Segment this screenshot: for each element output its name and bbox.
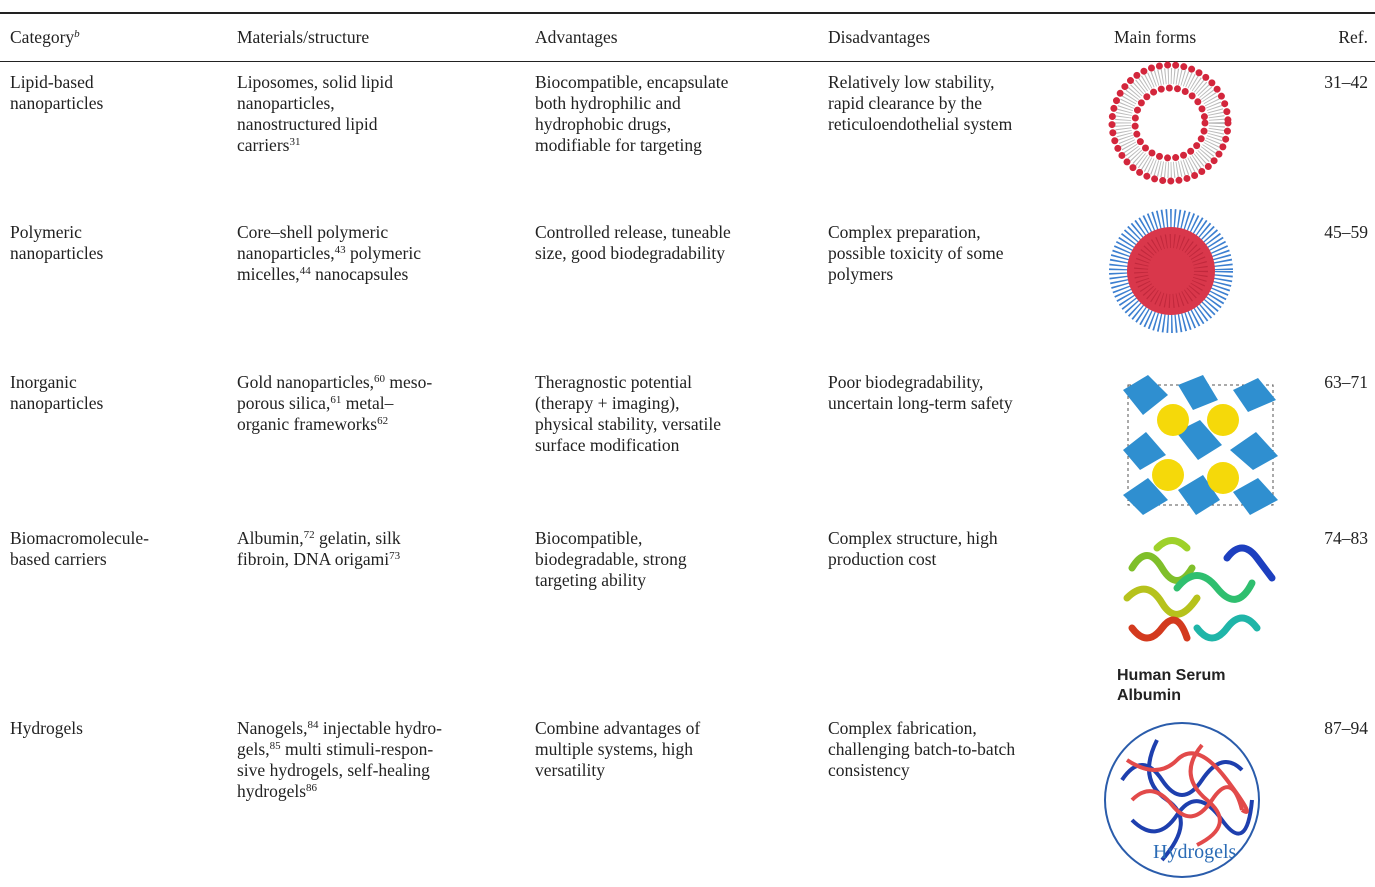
category-cell: Biomacromolecule- based carriers xyxy=(10,528,149,570)
text-run: Main forms xyxy=(1114,27,1197,47)
header-cell: Materials/structure xyxy=(237,27,369,48)
materials-cell: Nanogels,84 injectable hydro- gels,85 mu… xyxy=(237,718,442,802)
materials-cell: Albumin,72 gelatin, silk fibroin, DNA or… xyxy=(237,528,401,570)
category-cell: Hydrogels xyxy=(10,718,83,739)
ref-cell: 87–94 xyxy=(1288,718,1368,739)
text-run: Complex fabrication, challenging batch-t… xyxy=(828,718,1016,780)
mof-image xyxy=(1123,375,1278,515)
disadvantages-cell: Complex preparation, possible toxicity o… xyxy=(828,222,1003,285)
ref-cell: 31–42 xyxy=(1288,72,1368,93)
superscript: 84 xyxy=(307,719,319,731)
text-run: 45–59 xyxy=(1324,222,1368,242)
text-run: Liposomes, solid lipid nanoparticles, na… xyxy=(237,72,394,155)
header-cell: Advantages xyxy=(535,27,618,48)
text-run: Category xyxy=(10,27,75,47)
text-run: polymeric micelles, xyxy=(237,243,421,284)
superscript: 72 xyxy=(303,529,315,541)
superscript: b xyxy=(74,28,80,40)
superscript: 86 xyxy=(306,782,318,794)
text-run: 63–71 xyxy=(1324,372,1368,392)
text-run: Ref. xyxy=(1338,27,1368,47)
materials-cell: Gold nanoparticles,60 meso- porous silic… xyxy=(237,372,432,435)
text-run: Disadvantages xyxy=(828,27,931,47)
advantages-cell: Biocompatible, encapsulate both hydrophi… xyxy=(535,72,728,156)
text-run: injectable hydro- gels, xyxy=(237,718,442,759)
superscript: 31 xyxy=(289,136,301,148)
superscript: 60 xyxy=(374,373,386,385)
text-run: Poor biodegradability, uncertain long-te… xyxy=(828,372,1013,413)
text-run: Relatively low stability, rapid clearanc… xyxy=(828,72,1013,134)
advantages-cell: Biocompatible, biodegradable, strong tar… xyxy=(535,528,687,591)
text-run: multi stimuli-respon- sive hydrogels, se… xyxy=(237,739,434,801)
text-run: Complex structure, high production cost xyxy=(828,528,998,569)
text-run: 87–94 xyxy=(1324,718,1368,738)
text-run: Advantages xyxy=(535,27,618,47)
text-run: Biocompatible, biodegradable, strong tar… xyxy=(535,528,687,590)
superscript: 62 xyxy=(377,415,389,427)
text-run: Lipid-based nanoparticles xyxy=(10,72,104,113)
form-caption: Human Serum Albumin xyxy=(1117,667,1226,704)
superscript: 44 xyxy=(299,265,311,277)
albumin-image xyxy=(1123,537,1276,642)
disadvantages-cell: Complex structure, high production cost xyxy=(828,528,998,570)
text-run: Polymeric nanoparticles xyxy=(10,222,104,263)
superscript: 85 xyxy=(269,740,281,752)
header-cell: Main forms xyxy=(1114,27,1196,48)
text-run: gelatin, silk fibroin, DNA origami xyxy=(237,528,401,569)
text-run: Biocompatible, encapsulate both hydrophi… xyxy=(535,72,729,155)
text-run: 31–42 xyxy=(1324,72,1368,92)
superscript: 43 xyxy=(334,244,346,256)
top-rule xyxy=(0,12,1375,14)
header-rule xyxy=(0,61,1375,62)
text-run: Theragnostic potential (therapy + imagin… xyxy=(535,372,721,455)
text-run: Hydrogels xyxy=(10,718,83,738)
superscript: 61 xyxy=(330,394,342,406)
text-run: meso- porous silica, xyxy=(237,372,433,413)
materials-cell: Liposomes, solid lipid nanoparticles, na… xyxy=(237,72,393,156)
header-cell: Categoryb xyxy=(10,27,80,48)
text-run: Complex preparation, possible toxicity o… xyxy=(828,222,1004,284)
text-run: Combine advantages of multiple systems, … xyxy=(535,718,701,780)
text-run: nanocapsules xyxy=(310,264,409,284)
disadvantages-cell: Complex fabrication, challenging batch-t… xyxy=(828,718,1015,781)
text-run: Albumin, xyxy=(237,528,304,548)
text-run: Materials/structure xyxy=(237,27,370,47)
text-run: Controlled release, tuneable size, good … xyxy=(535,222,731,263)
text-run: 74–83 xyxy=(1324,528,1368,548)
form-caption: Hydrogels xyxy=(1153,841,1237,863)
superscript: 73 xyxy=(389,550,401,562)
ref-cell: 63–71 xyxy=(1288,372,1368,393)
text-run: Biomacromolecule- based carriers xyxy=(10,528,149,569)
materials-cell: Core–shell polymeric nanoparticles,43 po… xyxy=(237,222,421,285)
text-run: metal– organic frameworks xyxy=(237,393,394,434)
category-cell: Polymeric nanoparticles xyxy=(10,222,103,264)
disadvantages-cell: Poor biodegradability, uncertain long-te… xyxy=(828,372,1013,414)
advantages-cell: Theragnostic potential (therapy + imagin… xyxy=(535,372,721,456)
text-run: Gold nanoparticles, xyxy=(237,372,375,392)
header-cell: Ref. xyxy=(1288,27,1368,48)
advantages-cell: Combine advantages of multiple systems, … xyxy=(535,718,700,781)
category-cell: Lipid-based nanoparticles xyxy=(10,72,103,114)
text-run: Nanogels, xyxy=(237,718,308,738)
hydrogel-image xyxy=(1104,722,1260,878)
ref-cell: 74–83 xyxy=(1288,528,1368,549)
advantages-cell: Controlled release, tuneable size, good … xyxy=(535,222,731,264)
disadvantages-cell: Relatively low stability, rapid clearanc… xyxy=(828,72,1012,135)
ref-cell: 45–59 xyxy=(1288,222,1368,243)
text-run: Core–shell polymeric nanoparticles, xyxy=(237,222,389,263)
liposome-image xyxy=(1108,61,1232,185)
header-cell: Disadvantages xyxy=(828,27,930,48)
text-run: Inorganic nanoparticles xyxy=(10,372,104,413)
polymeric-image xyxy=(1109,209,1233,333)
category-cell: Inorganic nanoparticles xyxy=(10,372,103,414)
